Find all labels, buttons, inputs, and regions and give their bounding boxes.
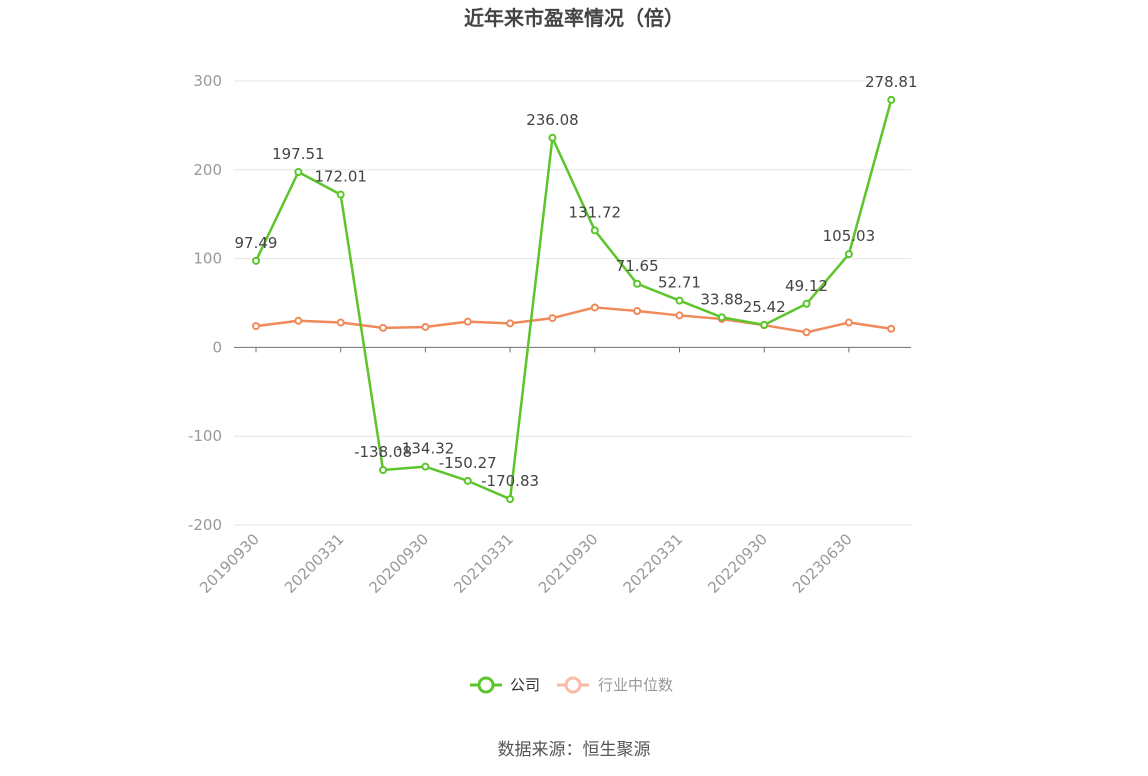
legend-industry-label: 行业中位数: [598, 676, 673, 694]
legend[interactable]: 公司 行业中位数: [470, 676, 673, 694]
data-label: 278.81: [865, 73, 918, 91]
legend-company-marker: [477, 676, 495, 694]
industry-median-point[interactable]: [887, 324, 896, 333]
industry-median-point[interactable]: [506, 319, 515, 328]
grid-lines: [234, 80, 911, 526]
company-point[interactable]: [760, 320, 769, 329]
y-tick-label: 100: [193, 250, 222, 268]
data-label: 236.08: [526, 111, 579, 129]
industry-median-point[interactable]: [675, 311, 684, 320]
company-point[interactable]: [421, 462, 430, 471]
x-axis: 20190930 20200331 20200930 20210331 20210930…: [196, 346, 911, 597]
data-label: 197.51: [272, 145, 325, 163]
industry-median-point[interactable]: [802, 328, 811, 337]
x-tick-label: 20220930: [704, 530, 771, 597]
data-label: 131.72: [569, 203, 622, 221]
company-point[interactable]: [675, 296, 684, 305]
data-label: -150.27: [439, 454, 497, 472]
x-tick-label: 20220331: [620, 530, 687, 597]
industry-median-point[interactable]: [294, 316, 303, 325]
data-label: 52.71: [658, 274, 701, 292]
data-label: 172.01: [314, 168, 367, 186]
industry-median-point[interactable]: [844, 318, 853, 327]
company-point[interactable]: [887, 95, 896, 104]
y-tick-label: -100: [188, 427, 222, 445]
data-source: 数据来源：恒生聚源: [498, 740, 651, 760]
y-tick-label: 200: [193, 161, 222, 179]
company-point[interactable]: [548, 133, 557, 142]
data-label: 97.49: [235, 234, 278, 252]
industry-median-point[interactable]: [633, 306, 642, 315]
company-point[interactable]: [590, 226, 599, 235]
legend-company-label: 公司: [510, 676, 540, 694]
company-point[interactable]: [463, 476, 472, 485]
company-point[interactable]: [717, 313, 726, 322]
company-point[interactable]: [336, 190, 345, 199]
x-tick-label: 20200331: [281, 530, 348, 597]
industry-median-point[interactable]: [590, 303, 599, 312]
company-point[interactable]: [294, 168, 303, 177]
industry-median-line: [255, 306, 892, 334]
series-layer: [252, 95, 896, 504]
y-tick-label: 0: [212, 338, 222, 356]
company-point[interactable]: [252, 256, 260, 265]
industry-median-point[interactable]: [336, 318, 345, 327]
company-point[interactable]: [506, 495, 515, 504]
industry-median-point[interactable]: [463, 317, 472, 326]
data-label: 25.42: [743, 298, 786, 316]
x-tick-label: 20230630: [789, 530, 856, 597]
industry-median-point[interactable]: [548, 314, 557, 323]
data-label: -170.83: [481, 472, 539, 490]
industry-median-point[interactable]: [252, 322, 260, 331]
data-label: 105.03: [823, 227, 876, 245]
data-label: 33.88: [700, 290, 743, 308]
data-label: -138.08: [354, 443, 412, 461]
y-axis: 300 200 100 0 -100 -200: [188, 72, 222, 534]
company-line: [254, 99, 893, 501]
x-tick-label: 20210930: [535, 530, 602, 597]
data-label: -134.32: [396, 440, 454, 458]
legend-item-company[interactable]: 公司: [470, 676, 540, 694]
data-label: 49.12: [785, 277, 828, 295]
data-label: 71.65: [616, 257, 659, 275]
industry-median-point[interactable]: [421, 322, 430, 331]
chart-title: 近年来市盈率情况（倍）: [464, 6, 684, 30]
company-point[interactable]: [633, 279, 642, 288]
industry-median-point[interactable]: [379, 323, 388, 332]
company-point[interactable]: [802, 299, 811, 308]
company-point[interactable]: [379, 466, 388, 475]
legend-item-industry-median[interactable]: 行业中位数: [557, 676, 673, 694]
x-tick-label: 20190930: [196, 530, 263, 597]
y-tick-label: 300: [193, 72, 222, 90]
y-tick-label: -200: [188, 516, 222, 534]
x-tick-label: 20210331: [450, 530, 517, 597]
data-labels: 97.49 197.51 172.01 -138.08-134.32-150.27-1…: [235, 73, 918, 490]
x-tick-label: 20200930: [366, 530, 433, 597]
legend-industry-marker: [564, 676, 582, 694]
company-point[interactable]: [844, 250, 853, 259]
